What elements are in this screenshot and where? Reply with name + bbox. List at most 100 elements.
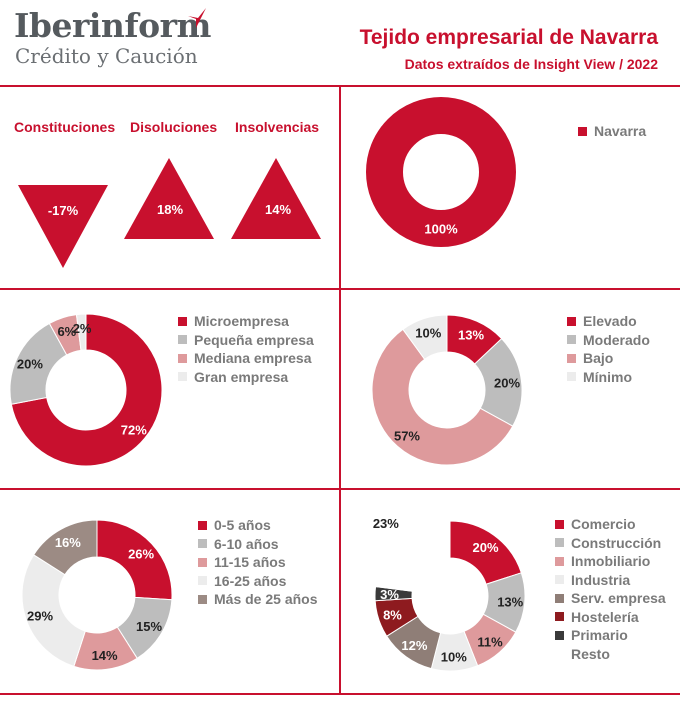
donut-data-label: 10% [415,325,441,340]
donut-data-label: 29% [27,608,53,623]
legend-item-11-15-anos: 11-15 años [198,553,318,572]
legend-label: Resto [571,645,610,662]
legend-item-resto: Resto [555,645,666,664]
donut-data-label: 14% [92,648,118,663]
indicator-up-triangle [231,158,321,239]
legend-swatch [567,353,576,363]
donut-data-label: 13% [458,327,484,342]
legend-item-primario: Primario [555,626,666,645]
legend-item-pequena-empresa: Pequeña empresa [178,331,314,350]
donut-slice-navarra [366,97,516,247]
legend-item-6-10-anos: 6-10 años [198,535,318,554]
legend-swatch [555,519,564,529]
page-subtitle: Datos extraídos de Insight View / 2022 [404,56,658,72]
legend-swatch [198,539,207,549]
legend-item-industria: Industria [555,571,666,590]
legend-label: Construcción [571,534,662,551]
grid-divider-vertical [339,85,341,695]
indicator-label: Disoluciones [130,119,218,135]
donut-data-label: 72% [121,423,147,438]
legend-item-mas-de-25-anos: Más de 25 años [198,590,318,609]
legend-swatch [567,335,576,345]
donut-data-label: 23% [373,516,399,531]
legend-item-construccion: Construcción [555,534,666,553]
donut-data-label: 13% [497,595,523,610]
legend-item-serv-empresa: Serv. empresa [555,589,666,608]
donut-chart-sector: 20% 13% 11% 10% 12% 8% 3% 23% [373,516,526,672]
legend-label: Navarra [594,123,647,139]
legend-label: Más de 25 años [214,591,318,607]
donut-data-label: 6% [57,324,76,339]
legend-swatch [567,316,576,326]
donut-slice-16-25-anos [21,554,86,667]
legend-swatch [178,335,187,345]
brand-logo: Iberinform [14,6,211,45]
legend-label: Elevado [583,313,637,329]
legend-swatch [555,593,564,603]
legend-item-hosteleria: Hostelería [555,608,666,627]
indicator-value: -17% [48,203,79,218]
legend-label: Mínimo [583,368,632,385]
donut-data-label: 20% [473,540,499,555]
donut-data-label: 11% [477,634,503,649]
legend-label: 0-5 años [214,517,271,533]
donut-data-label: 12% [401,638,427,653]
legend-item-bajo: Bajo [567,349,650,368]
legend-item-elevado: Elevado [567,312,650,331]
legend-label: Industria [571,571,631,588]
legend-label: 6-10 años [214,535,279,552]
donut-slice-minimo [402,314,448,360]
legend-swatch [555,538,564,548]
legend-item-gran-empresa: Gran empresa [178,368,314,387]
legend-swatch [555,575,564,585]
legend-label: Microempresa [194,313,289,329]
legend-item-microempresa: Microempresa [178,312,314,331]
legend-swatch [198,594,207,604]
donut-data-label: 15% [136,619,162,634]
indicator-up-triangle [124,158,214,239]
legend-label: Pequeña empresa [194,331,314,348]
legend-company-size: Microempresa Pequeña empresa Mediana empre… [178,312,314,386]
legend-label: Primario [571,627,628,643]
brand-tagline: Crédito y Caución [15,44,198,68]
indicator-value: 14% [265,202,291,217]
legend-swatch [198,520,207,530]
legend-swatch [578,126,587,136]
legend-item-16-25-anos: 16-25 años [198,572,318,591]
legend-item-inmobiliario: Inmobiliario [555,552,666,571]
legend-label: 16-25 años [214,572,287,589]
indicators-triangles: -17% 18% 14% [18,158,321,268]
donut-chart-company-size: 72% 20% 6%2% [9,313,163,467]
legend-item-comercio: Comercio [555,515,666,534]
donut-chart-region: 100% [366,97,516,247]
legend-swatch [567,372,576,382]
donut-data-label: 57% [394,428,420,443]
legend-item-navarra: Navarra [578,122,646,141]
brand-mark-icon [188,8,206,28]
legend-label: Bajo [583,350,614,366]
legend-swatch [178,372,187,382]
legend-swatch [555,612,564,622]
legend-label: Gran empresa [194,368,289,385]
brand-name: Iberinform [14,6,211,45]
legend-label: Serv. empresa [571,590,666,606]
donut-data-label: 16% [55,535,81,550]
legend-label: Hostelería [571,608,639,625]
donut-data-label: 20% [17,357,43,372]
donut-slice-microempresa [10,313,163,467]
legend-risk: Elevado Moderado Bajo Mínimo [567,312,650,386]
donut-slice-mas-de-25-anos [32,519,98,576]
indicator-value: 18% [157,202,183,217]
indicator-label: Insolvencias [235,119,320,135]
legend-swatch [198,576,207,586]
donut-data-label: 2% [73,321,92,336]
legend-item-mediana-empresa: Mediana empresa [178,349,314,368]
donut-data-label: 3% [380,587,399,602]
legend-swatch [178,353,187,363]
legend-item-minimo: Mínimo [567,368,650,387]
donut-slice-bajo [371,328,514,466]
legend-swatch [178,316,187,326]
page-title: Tejido empresarial de Navarra [359,26,658,49]
legend-swatch [198,557,207,567]
indicator-down-triangle [18,185,108,268]
